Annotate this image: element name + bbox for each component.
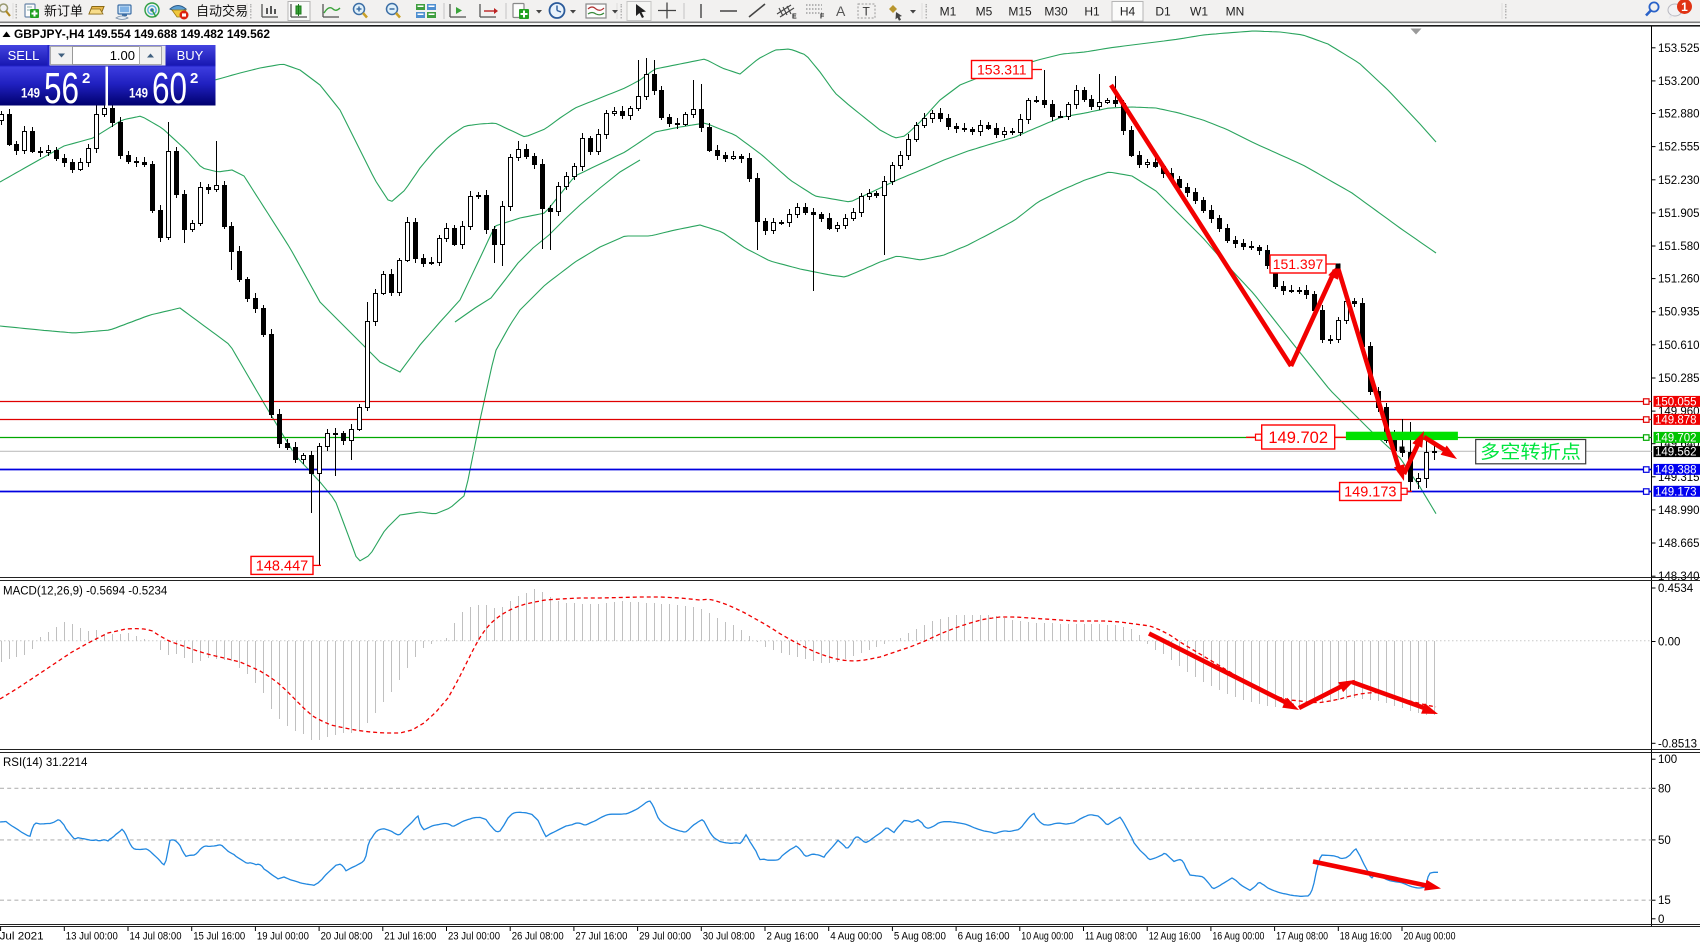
svg-text:1: 1 <box>1681 0 1688 14</box>
svg-text:新订单: 新订单 <box>44 4 83 19</box>
svg-text:M15: M15 <box>1008 5 1032 19</box>
svg-text:152.880: 152.880 <box>1658 109 1700 121</box>
svg-text:30 Jul 08:00: 30 Jul 08:00 <box>703 931 755 942</box>
svg-text:M30: M30 <box>1044 5 1068 19</box>
svg-text:10 Aug 00:00: 10 Aug 00:00 <box>1021 931 1073 942</box>
svg-text:149: 149 <box>129 85 148 101</box>
svg-text:153.311: 153.311 <box>977 62 1027 78</box>
svg-text:151.580: 151.580 <box>1658 241 1700 253</box>
svg-text:150.935: 150.935 <box>1658 307 1700 319</box>
svg-text:17 Aug 08:00: 17 Aug 08:00 <box>1276 931 1328 942</box>
svg-text:T: T <box>863 5 871 19</box>
svg-text:152.230: 152.230 <box>1658 175 1700 187</box>
svg-text:148.990: 148.990 <box>1658 505 1700 517</box>
svg-text:0.4534: 0.4534 <box>1658 583 1694 595</box>
svg-text:29 Jul 00:00: 29 Jul 00:00 <box>639 931 691 942</box>
svg-text:15: 15 <box>1658 895 1671 907</box>
svg-text:F: F <box>820 14 825 21</box>
svg-text:0.00: 0.00 <box>1658 637 1680 649</box>
svg-text:多空转折点: 多空转折点 <box>1480 442 1581 463</box>
svg-text:4 Aug 00:00: 4 Aug 00:00 <box>830 931 882 942</box>
svg-text:150.055: 150.055 <box>1655 396 1697 408</box>
svg-text:153.200: 153.200 <box>1658 76 1700 88</box>
svg-text:149: 149 <box>21 85 40 101</box>
svg-text:149.173: 149.173 <box>1655 486 1697 498</box>
svg-text:23 Jul 00:00: 23 Jul 00:00 <box>448 931 500 942</box>
svg-text:50: 50 <box>1658 835 1671 847</box>
svg-text:21 Jul 16:00: 21 Jul 16:00 <box>384 931 436 942</box>
svg-text:15 Jul 16:00: 15 Jul 16:00 <box>193 931 245 942</box>
svg-text:60: 60 <box>152 64 187 113</box>
svg-text:W1: W1 <box>1190 5 1208 19</box>
svg-text:M1: M1 <box>940 5 957 19</box>
svg-text:E: E <box>792 14 797 21</box>
svg-text:2: 2 <box>82 70 90 87</box>
svg-text:20 Aug 00:00: 20 Aug 00:00 <box>1404 931 1456 942</box>
svg-text:2: 2 <box>190 70 198 87</box>
svg-text:SELL: SELL <box>8 48 40 63</box>
svg-text:148.665: 148.665 <box>1658 538 1700 550</box>
svg-text:H4: H4 <box>1120 5 1136 19</box>
svg-text:0: 0 <box>1658 914 1664 926</box>
svg-text:150.610: 150.610 <box>1658 340 1700 352</box>
svg-text:100: 100 <box>1658 754 1677 766</box>
svg-text:151.397: 151.397 <box>1273 256 1324 272</box>
svg-text:M5: M5 <box>976 5 993 19</box>
svg-text:RSI(14) 31.2214: RSI(14) 31.2214 <box>3 757 88 769</box>
svg-text:151.905: 151.905 <box>1658 208 1700 220</box>
svg-text:149.702: 149.702 <box>1268 429 1328 447</box>
svg-text:26 Jul 08:00: 26 Jul 08:00 <box>512 931 564 942</box>
svg-text:BUY: BUY <box>177 48 204 63</box>
svg-text:56: 56 <box>44 64 79 113</box>
svg-text:149.702: 149.702 <box>1655 432 1697 444</box>
svg-text:5 Aug 08:00: 5 Aug 08:00 <box>894 931 946 942</box>
svg-text:18 Aug 16:00: 18 Aug 16:00 <box>1340 931 1392 942</box>
svg-text:11 Aug 08:00: 11 Aug 08:00 <box>1085 931 1137 942</box>
svg-text:MACD(12,26,9) -0.5694 -0.5234: MACD(12,26,9) -0.5694 -0.5234 <box>3 586 168 598</box>
svg-text:1.00: 1.00 <box>110 48 135 63</box>
svg-text:150.285: 150.285 <box>1658 373 1700 385</box>
svg-text:GBPJPY-,H4 149.554 149.688 14: GBPJPY-,H4 149.554 149.688 149.482 149.5… <box>14 29 270 41</box>
svg-text:Jul 2021: Jul 2021 <box>0 931 44 942</box>
svg-text:19 Jul 00:00: 19 Jul 00:00 <box>257 931 309 942</box>
svg-text:-0.8513: -0.8513 <box>1658 738 1697 750</box>
svg-text:MN: MN <box>1226 5 1245 19</box>
svg-text:152.555: 152.555 <box>1658 142 1700 154</box>
svg-text:12 Aug 16:00: 12 Aug 16:00 <box>1149 931 1201 942</box>
svg-text:149.878: 149.878 <box>1655 414 1697 426</box>
svg-text:149.173: 149.173 <box>1344 485 1396 501</box>
svg-text:20 Jul 08:00: 20 Jul 08:00 <box>321 931 373 942</box>
svg-text:13 Jul 00:00: 13 Jul 00:00 <box>66 931 118 942</box>
svg-text:6 Aug 16:00: 6 Aug 16:00 <box>958 931 1010 942</box>
svg-text:H1: H1 <box>1084 5 1100 19</box>
svg-text:2 Aug 16:00: 2 Aug 16:00 <box>767 931 819 942</box>
svg-text:80: 80 <box>1658 783 1671 795</box>
svg-text:153.525: 153.525 <box>1658 43 1700 55</box>
svg-text:14 Jul 08:00: 14 Jul 08:00 <box>130 931 182 942</box>
svg-text:148.447: 148.447 <box>256 559 308 575</box>
svg-text:151.260: 151.260 <box>1658 274 1700 286</box>
svg-text:自动交易: 自动交易 <box>196 4 248 19</box>
svg-text:D1: D1 <box>1155 5 1171 19</box>
svg-text:149.388: 149.388 <box>1655 464 1697 476</box>
svg-text:16 Aug 00:00: 16 Aug 00:00 <box>1212 931 1264 942</box>
svg-text:27 Jul 16:00: 27 Jul 16:00 <box>575 931 627 942</box>
svg-text:149.562: 149.562 <box>1655 447 1697 459</box>
svg-text:A: A <box>836 3 846 19</box>
